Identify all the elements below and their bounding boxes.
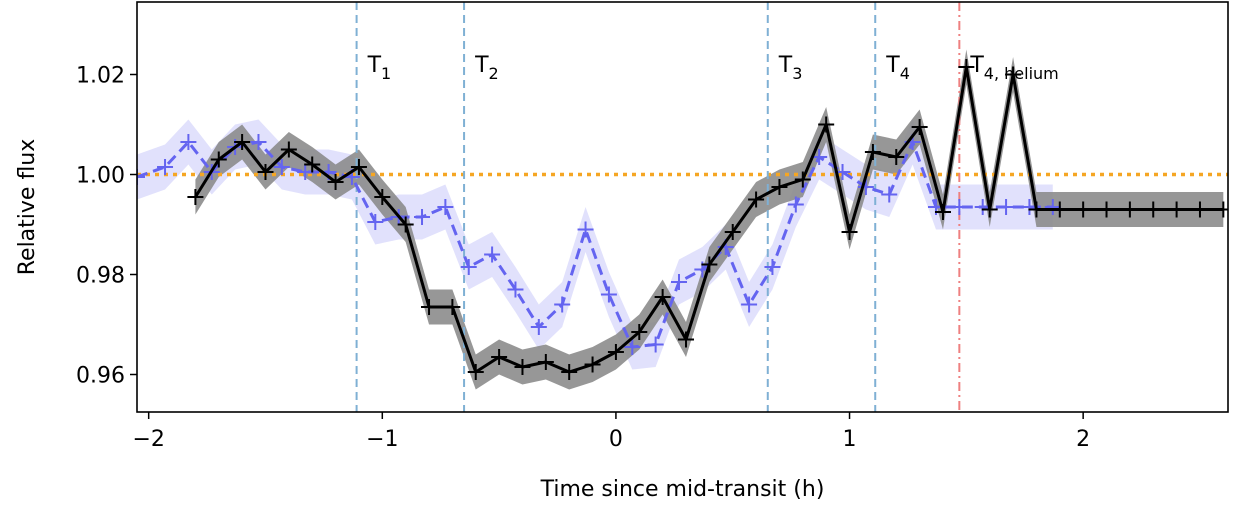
y-tick-label: 1.02	[76, 64, 125, 89]
series-1-point	[584, 356, 601, 373]
x-tick-label: −2	[132, 427, 164, 452]
series-1-point	[934, 204, 951, 220]
series-1-point	[350, 159, 367, 175]
x-tick-label: 2	[1076, 427, 1090, 452]
series-1-point	[327, 174, 344, 190]
series-1-point	[210, 151, 227, 168]
series-1-point	[187, 189, 204, 205]
x-axis-label: Time since mid-transit (h)	[540, 477, 825, 502]
series-1-point	[1005, 66, 1022, 83]
x-tick-label: −1	[366, 427, 398, 452]
series-1-point	[701, 256, 718, 273]
series-0-point	[367, 214, 384, 230]
series-1-point	[467, 364, 484, 380]
series-0-point	[787, 196, 804, 213]
series-1-point	[607, 344, 624, 360]
series-0-point	[600, 286, 617, 303]
series-1-point	[958, 59, 975, 75]
series-0-point	[460, 259, 477, 275]
series-1-point	[304, 156, 321, 173]
series-0-point	[998, 199, 1015, 215]
series-1-point	[421, 299, 438, 315]
series-0-point	[741, 296, 758, 313]
series-1-point	[397, 216, 414, 233]
series-0-point	[414, 209, 431, 225]
series-1-point	[444, 299, 461, 315]
series-0-point	[670, 274, 687, 290]
series-1-point	[374, 189, 391, 205]
series-1-point	[491, 349, 508, 365]
series-1-point	[724, 224, 741, 240]
series-0-point	[577, 221, 594, 238]
series-0-point	[530, 319, 547, 335]
series-0-point	[137, 169, 145, 185]
series-0-point	[624, 339, 641, 355]
series-1-point	[864, 144, 881, 160]
series-0-point	[857, 179, 874, 195]
phase-label-2: T3	[778, 53, 803, 83]
series-1-point	[1051, 201, 1068, 218]
series-0-point	[881, 186, 898, 203]
series-1-point	[911, 119, 928, 135]
series-1-point	[794, 171, 811, 188]
y-tick-label: 1.00	[76, 164, 125, 189]
series-0-point	[437, 199, 454, 215]
series-1-point	[981, 201, 998, 218]
series-1-point	[654, 289, 671, 305]
series-1-point	[818, 116, 835, 133]
series-1-point	[1075, 201, 1092, 218]
phase-label-1: T2	[474, 53, 499, 83]
series-1-point	[1168, 201, 1185, 218]
series-1-point	[841, 224, 858, 240]
series-1-point	[1098, 201, 1115, 218]
series-1-band	[195, 49, 1224, 390]
y-axis-ticks: 0.96 0.98 1.00 1.02	[76, 64, 137, 389]
series-1-point	[1121, 201, 1138, 218]
x-axis-ticks: −2 −1 0 1 2	[132, 412, 1090, 452]
series-0-point	[273, 159, 290, 175]
series-1-point	[678, 331, 695, 348]
series-1-point	[1028, 201, 1045, 218]
phase-label-3: T4	[885, 53, 910, 83]
y-axis-label: Relative flux	[15, 139, 40, 276]
series-0-point	[157, 159, 174, 175]
series-1-point	[1191, 201, 1208, 218]
series-0-point	[647, 336, 664, 353]
series-group	[137, 59, 1228, 380]
series-0-point	[297, 164, 314, 180]
series-1-point	[1145, 201, 1162, 218]
series-1-point	[771, 179, 788, 195]
series-0-point	[250, 134, 267, 150]
series-0-point	[951, 199, 968, 215]
series-1-point	[888, 149, 905, 165]
y-tick-label: 0.96	[76, 364, 125, 389]
x-tick-label: 0	[609, 427, 623, 452]
series-0-point	[554, 296, 571, 313]
series-0-point	[484, 246, 501, 263]
series-0-line	[137, 140, 1053, 349]
series-0-point	[1044, 199, 1061, 215]
phase-labels-group: T1 T2 T3 T4 T4, helium	[367, 53, 1059, 83]
series-1-point	[748, 191, 765, 208]
series-1-point	[257, 164, 274, 180]
plot-frame	[136, 1, 1229, 413]
series-1-point	[561, 364, 578, 380]
series-1-point	[234, 134, 251, 150]
series-1-point	[514, 359, 531, 375]
phase-label-0: T1	[367, 53, 392, 83]
y-tick-label: 0.98	[76, 264, 125, 289]
series-1-point	[537, 354, 554, 370]
series-1-point	[1215, 201, 1228, 218]
series-0-point	[180, 134, 197, 150]
series-1-point	[280, 141, 297, 158]
series-0-point	[764, 259, 781, 275]
x-tick-label: 1	[843, 427, 857, 452]
series-0-point	[507, 281, 524, 298]
series-1-point	[631, 324, 648, 340]
phase-label-4: T4, helium	[969, 53, 1058, 83]
